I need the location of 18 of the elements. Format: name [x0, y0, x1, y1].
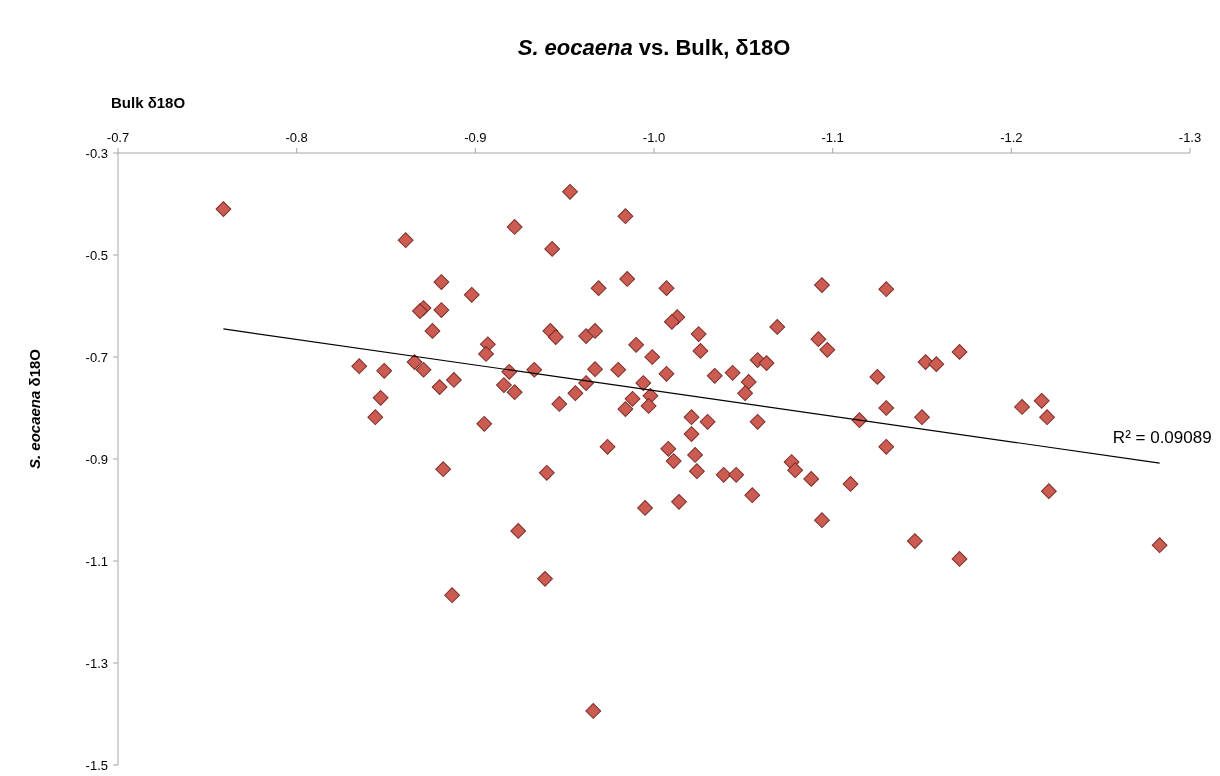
x-tick-label: -0.9 — [464, 130, 487, 145]
y-tick-label: -1.3 — [85, 655, 108, 671]
annotation: R² = 0.09089 — [1112, 428, 1212, 448]
x-tick-label: -1.2 — [1000, 130, 1023, 145]
x-tick-label: -1.0 — [642, 130, 666, 145]
y-tick-label: -0.5 — [85, 247, 108, 263]
x-tick-label: -0.7 — [106, 130, 130, 145]
y-tick-label: -0.9 — [85, 451, 108, 467]
x-tick-label: -1.3 — [1178, 130, 1202, 145]
y-tick-label: -1.1 — [85, 553, 108, 569]
y-tick-label: -0.7 — [85, 349, 108, 365]
x-tick-label: -0.8 — [285, 130, 308, 145]
chart-title: S. eocaena vs. Bulk, δ18O — [517, 35, 791, 60]
y-axis-title: S. eocaena δ18O — [26, 348, 43, 470]
y-tick-label: -1.5 — [85, 757, 108, 773]
y-tick-label: -0.3 — [85, 145, 108, 161]
x-axis-title: Bulk δ18O — [111, 94, 186, 111]
x-tick-label: -1.1 — [821, 130, 844, 145]
